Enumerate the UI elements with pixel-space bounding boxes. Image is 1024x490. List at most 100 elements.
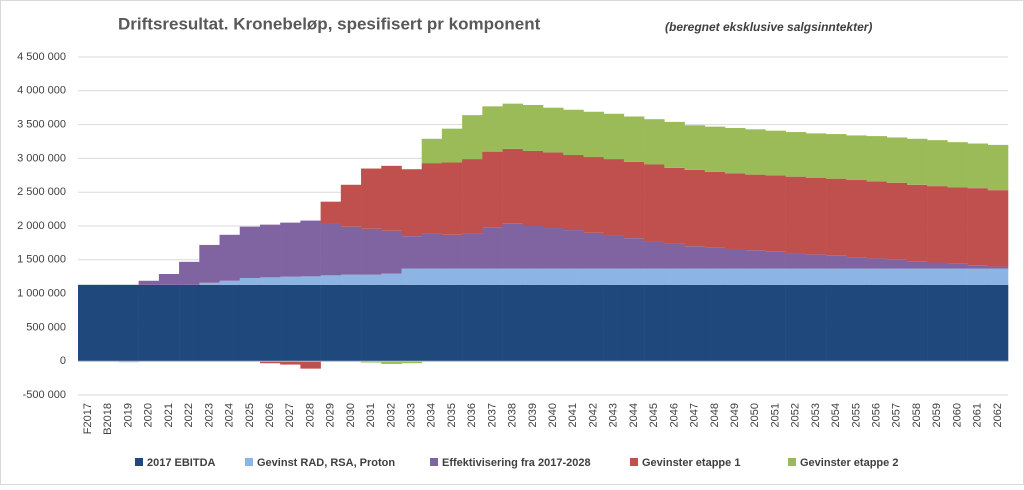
x-tick-label: 2045 xyxy=(648,403,660,427)
bar-segment xyxy=(603,113,625,160)
bar-segment xyxy=(300,220,321,277)
bar-segment xyxy=(846,284,867,362)
bar-segment xyxy=(644,119,665,165)
bar-segment xyxy=(482,227,503,269)
x-tick-label: 2034 xyxy=(426,403,438,427)
bar-segment xyxy=(138,280,160,285)
bar-segment xyxy=(724,248,746,269)
bar-segment xyxy=(886,137,908,183)
bar-segment xyxy=(603,235,625,269)
x-tick-label: 2052 xyxy=(790,403,802,427)
y-tick-label: 1 500 000 xyxy=(17,254,66,266)
bar-segment xyxy=(805,284,827,362)
x-tick-label: 2027 xyxy=(284,403,296,427)
legend-label: Gevinst RAD, RSA, Proton xyxy=(257,457,395,469)
bar-segment xyxy=(502,148,524,224)
bar-segment xyxy=(441,284,463,362)
bar-segment xyxy=(441,268,463,285)
bar-segment xyxy=(745,250,766,269)
bar-segment xyxy=(623,268,645,285)
x-tick-label: 2060 xyxy=(951,403,963,427)
bar-segment xyxy=(381,273,402,285)
bar-segment xyxy=(421,268,443,285)
x-tick-label: 2050 xyxy=(749,403,761,427)
x-tick-label: 2057 xyxy=(891,403,903,427)
legend-swatch xyxy=(245,458,253,466)
bar-segment xyxy=(987,284,1009,362)
y-tick-label: 1 000 000 xyxy=(17,288,66,300)
x-tick-label: 2042 xyxy=(587,403,599,427)
chart-subtitle: (beregnet eksklusive salgsinntekter) xyxy=(665,20,872,34)
bar-segment xyxy=(947,263,968,269)
bar-segment xyxy=(866,268,887,285)
bar-segment xyxy=(826,134,847,179)
x-tick-label: 2059 xyxy=(931,403,943,427)
bar-segment xyxy=(118,284,139,362)
bar-segment xyxy=(664,284,685,362)
bar-segment xyxy=(502,103,524,149)
bar-segment xyxy=(886,284,908,362)
y-tick-label: 3 500 000 xyxy=(17,119,66,131)
x-tick-label: B2018 xyxy=(102,403,114,435)
bar-segment xyxy=(805,133,827,179)
x-tick-label: 2029 xyxy=(325,403,337,427)
bar-segment xyxy=(421,284,443,362)
x-tick-label: 2056 xyxy=(870,403,882,427)
bar-segment xyxy=(866,284,887,362)
chart-title: Driftsresultat. Kronebeløp, spesifisert … xyxy=(118,14,541,33)
bar-segment xyxy=(401,361,422,364)
bar-segment xyxy=(381,361,402,364)
bar-segment xyxy=(906,284,928,362)
x-tick-label: 2019 xyxy=(122,403,134,427)
bar-segment xyxy=(704,171,726,248)
bar-segment xyxy=(785,284,807,362)
bar-segment xyxy=(644,284,665,362)
x-tick-label: 2031 xyxy=(365,403,377,427)
x-tick-label: 2030 xyxy=(345,403,357,427)
x-tick-label: 2036 xyxy=(466,403,478,427)
bar-segment xyxy=(906,268,928,285)
bar-segment xyxy=(239,226,261,279)
x-tick-label: F2017 xyxy=(82,403,94,434)
bar-segment xyxy=(361,168,382,229)
bar-segment xyxy=(623,238,645,269)
bar-segment xyxy=(684,169,706,247)
bar-segment xyxy=(320,284,342,362)
x-tick-label: 2055 xyxy=(850,403,862,427)
bar-segment xyxy=(724,268,746,285)
bar-segment xyxy=(664,121,685,168)
bar-segment xyxy=(724,284,746,362)
bar-segment xyxy=(967,268,989,285)
bar-segment xyxy=(765,251,786,269)
bar-segment xyxy=(987,144,1009,191)
x-tick-label: 2048 xyxy=(709,403,721,427)
bar-segment xyxy=(765,175,786,252)
bar-segment xyxy=(441,162,463,235)
bar-segment xyxy=(98,284,119,362)
bar-segment xyxy=(280,284,301,362)
bar-segment xyxy=(320,201,342,224)
legend-label: Gevinster etappe 1 xyxy=(642,457,740,469)
bar-segment xyxy=(138,284,160,362)
bar-segment xyxy=(987,268,1009,285)
bar-segment xyxy=(947,284,968,362)
bar-segment xyxy=(745,129,766,175)
bar-segment xyxy=(543,268,564,285)
bar-segment xyxy=(603,284,625,362)
bar-segment xyxy=(563,268,584,285)
bar-segment xyxy=(947,268,968,285)
legend-swatch xyxy=(630,458,638,466)
bar-segment xyxy=(199,284,220,362)
bar-segment xyxy=(462,268,483,285)
bar-segment xyxy=(583,284,604,362)
legend-swatch xyxy=(788,458,796,466)
x-tick-label: 2049 xyxy=(729,403,741,427)
bar-segment xyxy=(320,275,342,285)
y-tick-label: 0 xyxy=(60,355,66,367)
bar-segment xyxy=(239,284,261,362)
bar-segment xyxy=(603,159,625,236)
bar-segment xyxy=(401,236,422,269)
bar-segment xyxy=(947,187,968,264)
bar-segment xyxy=(846,135,867,181)
